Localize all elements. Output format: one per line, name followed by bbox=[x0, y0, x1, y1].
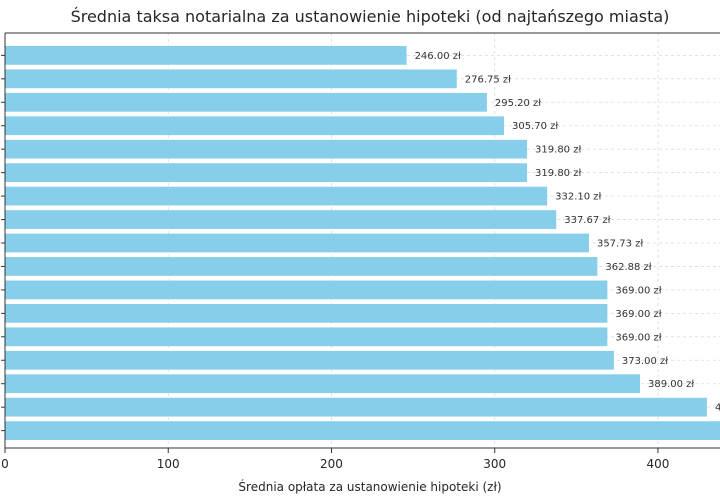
data-label-14: 389.00 zł bbox=[648, 379, 694, 390]
bar-8 bbox=[5, 233, 589, 253]
bar-10 bbox=[5, 280, 608, 300]
bar-16 bbox=[5, 421, 720, 440]
bar-9 bbox=[5, 257, 598, 276]
bar-12 bbox=[5, 327, 608, 347]
bar-13 bbox=[5, 350, 614, 370]
x-tick-label-3: 300 bbox=[483, 457, 506, 471]
axes: 0 100 200 300 400 bbox=[1, 32, 720, 471]
data-label-13: 373.00 zł bbox=[622, 356, 668, 367]
data-label-10: 369.00 zł bbox=[615, 285, 661, 296]
data-label-4: 319.80 zł bbox=[535, 145, 581, 156]
data-label-1: 276.75 zł bbox=[465, 74, 511, 85]
data-label-7: 337.67 zł bbox=[564, 215, 610, 226]
data-label-15: 4 bbox=[715, 403, 720, 414]
bar-4 bbox=[5, 139, 528, 159]
data-label-11: 369.00 zł bbox=[615, 309, 661, 320]
data-labels: 246.00 zł 276.75 zł 295.20 zł 305.70 zł 319.… bbox=[415, 51, 720, 414]
data-label-9: 362.88 zł bbox=[605, 262, 651, 273]
bar-2 bbox=[5, 92, 487, 112]
bar-1 bbox=[5, 69, 457, 89]
data-label-2: 295.20 zł bbox=[495, 98, 541, 109]
bars bbox=[5, 46, 720, 440]
bar-14 bbox=[5, 374, 641, 394]
data-label-5: 319.80 zł bbox=[535, 168, 581, 179]
data-label-8: 357.73 zł bbox=[597, 239, 643, 250]
x-tick-label-1: 100 bbox=[157, 457, 180, 471]
bar-3 bbox=[5, 116, 505, 136]
data-label-3: 305.70 zł bbox=[512, 121, 558, 132]
bar-11 bbox=[5, 303, 608, 323]
bar-15 bbox=[5, 397, 707, 417]
bar-6 bbox=[5, 186, 548, 206]
bar-7 bbox=[5, 210, 557, 229]
data-label-12: 369.00 zł bbox=[615, 332, 661, 343]
data-label-6: 332.10 zł bbox=[555, 192, 601, 203]
data-label-0: 246.00 zł bbox=[415, 51, 461, 62]
x-tick-label-2: 200 bbox=[320, 457, 343, 471]
bar-0 bbox=[5, 46, 407, 65]
x-axis-label: Średnia opłata za ustanowienie hipoteki … bbox=[238, 479, 501, 494]
chart-title: Średnia taksa notarialna za ustanowienie… bbox=[71, 7, 670, 26]
x-tick-label-4: 400 bbox=[647, 457, 670, 471]
bar-5 bbox=[5, 163, 528, 183]
x-tick-label-0: 0 bbox=[1, 457, 9, 471]
